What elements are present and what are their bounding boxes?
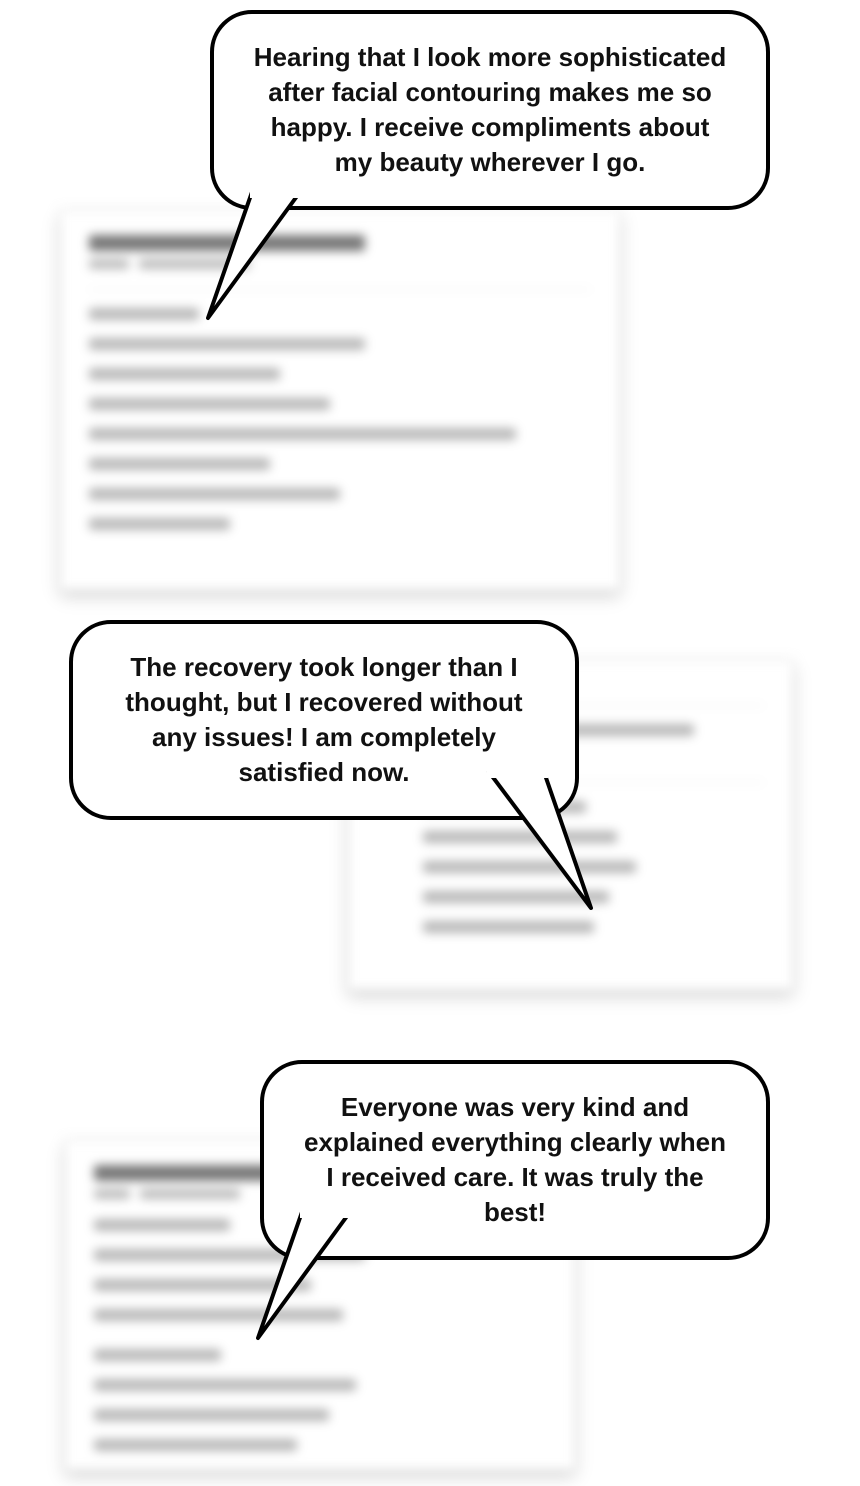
speech-bubble-tail-icon bbox=[469, 768, 599, 918]
speech-bubble-1: Hearing that I look more sophisticated a… bbox=[210, 10, 770, 210]
speech-bubble-3: Everyone was very kind and explained eve… bbox=[260, 1060, 770, 1260]
blurred-card-1 bbox=[60, 210, 620, 590]
speech-bubble-tail-icon bbox=[250, 1208, 370, 1348]
speech-bubble-2: The recovery took longer than I thought,… bbox=[69, 620, 579, 820]
speech-bubble-1-text: Hearing that I look more sophisticated a… bbox=[210, 10, 770, 210]
speech-bubble-tail-icon bbox=[200, 188, 320, 328]
